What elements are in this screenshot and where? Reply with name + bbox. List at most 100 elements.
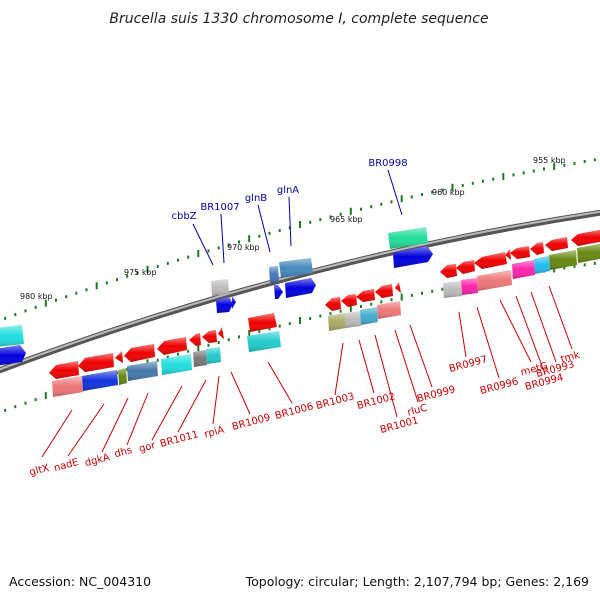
minor-tick <box>207 249 210 253</box>
minor-tick <box>177 258 179 262</box>
minor-tick <box>187 255 190 259</box>
gene-label[interactable]: BR1009 <box>231 412 272 433</box>
outer-tick-dots <box>4 158 596 320</box>
gene-label[interactable]: BR0996 <box>479 376 520 397</box>
minor-tick <box>156 265 159 268</box>
minor-tick <box>492 177 495 181</box>
minor-tick <box>512 173 515 177</box>
gene-shade <box>82 370 118 391</box>
gene-shade <box>124 344 155 362</box>
minor-tick <box>65 295 68 299</box>
gene-label[interactable]: gor <box>138 440 158 455</box>
gene-label[interactable]: BR1011 <box>159 429 200 450</box>
forward-gene-labels <box>192 169 403 266</box>
minor-tick <box>522 171 525 175</box>
kbp-label: 955 kbp <box>533 156 566 165</box>
gene-label[interactable]: BR1002 <box>356 391 397 412</box>
minor-tick <box>421 291 423 295</box>
gene-label[interactable]: BR0998 <box>368 158 407 169</box>
gene-shade <box>127 361 158 381</box>
reverse-gene-label-text: gltX nadE dgkA dhs gor BR1011 rpiA BR100… <box>28 350 581 479</box>
gene-label[interactable]: BR1001 <box>379 415 420 436</box>
minor-tick <box>268 231 271 235</box>
gene-label[interactable]: gltX <box>28 463 50 479</box>
kbp-label: 960 kbp <box>432 188 465 197</box>
minor-tick <box>258 234 261 238</box>
genome-summary-text: Topology: circular; Length: 2,107,794 bp… <box>245 574 589 589</box>
gene-shade <box>443 281 462 298</box>
gene-shade <box>202 330 217 343</box>
minor-tick <box>55 298 57 302</box>
gene-shade <box>577 243 600 263</box>
gene-label[interactable]: cbbZ <box>171 211 196 222</box>
gene-label[interactable]: dgkA <box>84 452 111 469</box>
leader-line <box>387 169 403 216</box>
leader-line <box>334 342 344 396</box>
minor-tick <box>34 398 37 402</box>
accession-text: Accession: NC_004310 <box>9 574 152 589</box>
major-tick <box>44 392 47 400</box>
minor-tick <box>217 246 220 250</box>
major-tick <box>44 299 47 307</box>
minor-tick <box>329 215 332 219</box>
gene-shade <box>356 289 375 302</box>
gene-shade <box>456 260 475 274</box>
minor-tick <box>583 160 586 163</box>
gene-label[interactable]: BR0999 <box>416 384 457 405</box>
leader-line <box>192 223 214 266</box>
minor-tick <box>238 240 240 244</box>
minor-tick <box>278 324 281 328</box>
gene-shade <box>440 264 457 278</box>
leader-line <box>41 409 73 458</box>
major-tick <box>400 195 403 203</box>
minor-tick <box>105 281 108 285</box>
gene-shade <box>78 353 114 372</box>
minor-tick <box>410 195 413 199</box>
major-tick <box>248 330 251 338</box>
leader-line <box>515 295 546 375</box>
gene-label[interactable]: rpiA <box>203 425 225 441</box>
gene-label[interactable]: BR1007 <box>200 202 239 213</box>
minor-tick <box>238 335 240 339</box>
minor-tick <box>309 317 312 320</box>
minor-tick <box>126 274 129 278</box>
minor-tick <box>573 264 576 268</box>
gene-label[interactable]: tmk <box>560 350 582 366</box>
minor-tick <box>339 212 342 216</box>
leader-line <box>476 306 500 379</box>
minor-tick <box>360 305 362 308</box>
minor-tick <box>563 266 566 270</box>
major-tick <box>197 344 200 352</box>
minor-tick <box>431 289 434 293</box>
gene-shade <box>52 376 83 397</box>
leader-line <box>212 375 220 425</box>
gene-label[interactable]: glnB <box>245 193 267 204</box>
gene-shade <box>118 368 127 385</box>
gene-label[interactable]: rluC <box>406 403 428 419</box>
gene-shade <box>274 285 283 299</box>
gene-label[interactable]: BR0997 <box>448 354 489 375</box>
minor-tick <box>390 298 393 302</box>
gene-label[interactable]: glnA <box>277 185 299 196</box>
minor-tick <box>24 309 27 313</box>
gene-label[interactable]: nadE <box>53 457 80 474</box>
minor-tick <box>593 261 596 265</box>
gene-label[interactable]: dhs <box>113 445 133 460</box>
gene-shade <box>49 361 79 379</box>
minor-tick <box>177 352 179 356</box>
minor-tick <box>380 300 383 304</box>
gene-shade <box>157 337 187 355</box>
gene-shade <box>328 313 346 331</box>
minor-tick <box>370 302 373 306</box>
leader-line <box>374 334 398 418</box>
gene-shade <box>345 311 361 328</box>
minor-tick <box>563 163 566 167</box>
leader-line <box>177 379 207 433</box>
leader-line <box>358 339 375 394</box>
gene-shade <box>193 350 207 367</box>
gene-shade <box>325 297 341 311</box>
gene-label[interactable]: BR1006 <box>274 401 315 422</box>
minor-tick <box>85 288 88 292</box>
gene-shade <box>206 347 221 364</box>
